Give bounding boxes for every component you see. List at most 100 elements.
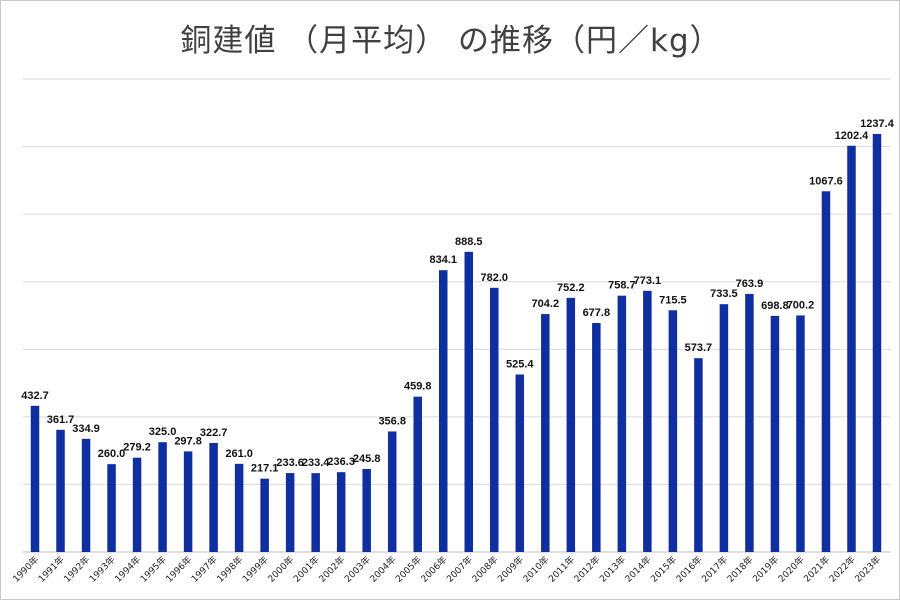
- x-tick-label: 2005年: [393, 554, 424, 585]
- x-tick-label: 2006年: [418, 554, 449, 585]
- data-label: 1202.4: [835, 130, 870, 142]
- data-label: 1237.4: [860, 118, 895, 130]
- x-tick-label: 2011年: [546, 554, 577, 585]
- data-label: 677.8: [583, 307, 611, 319]
- bar: [362, 468, 371, 552]
- data-label: 704.2: [532, 298, 560, 310]
- x-tick-label: 2013年: [597, 554, 628, 585]
- chart-title: 銅建値 （月平均） の推移（円／kg）: [180, 23, 722, 59]
- data-label: 752.2: [557, 282, 585, 294]
- bar: [260, 478, 269, 552]
- x-tick-label: 2022年: [827, 554, 858, 585]
- x-tick-label: 2003年: [342, 554, 373, 585]
- x-tick-label: 1993年: [87, 554, 118, 585]
- data-label: 279.2: [123, 442, 151, 454]
- data-label: 356.8: [378, 415, 406, 427]
- x-tick-label: 2004年: [367, 554, 398, 585]
- x-tick-label: 2018年: [724, 554, 755, 585]
- x-tick-label: 2023年: [852, 554, 883, 585]
- data-label: 758.7: [608, 280, 636, 292]
- x-tick-label: 1992年: [61, 554, 92, 585]
- data-label: 773.1: [634, 275, 662, 287]
- x-tick-label: 2010年: [520, 554, 551, 585]
- bar: [413, 396, 422, 552]
- data-label: 217.1: [251, 463, 279, 475]
- bar: [617, 295, 627, 552]
- x-tick-label: 2012年: [571, 554, 602, 585]
- bar: [387, 431, 397, 552]
- bar: [770, 315, 780, 552]
- data-label: 834.1: [429, 254, 457, 266]
- bar: [234, 463, 244, 552]
- bar: [694, 358, 703, 552]
- bar: [515, 374, 525, 552]
- x-tick-label: 1994年: [112, 554, 143, 585]
- bar: [132, 457, 142, 552]
- bar: [107, 464, 116, 552]
- x-tick-label: 2016年: [673, 554, 704, 585]
- data-label: 261.0: [225, 448, 253, 460]
- data-label: 700.2: [787, 299, 815, 311]
- x-tick-label: 1996年: [163, 554, 194, 585]
- bar: [158, 442, 167, 552]
- x-tick-label: 2020年: [776, 554, 807, 585]
- data-label: 733.5: [710, 288, 738, 300]
- data-label: 233.4: [302, 457, 330, 469]
- x-tick-label: 1999年: [240, 554, 271, 585]
- data-label: 763.9: [736, 278, 764, 290]
- bar: [668, 310, 678, 552]
- x-tick-label: 2008年: [469, 554, 500, 585]
- x-tick-label: 1995年: [138, 554, 169, 585]
- bar: [438, 270, 448, 552]
- data-label: 432.7: [21, 390, 49, 402]
- data-label: 322.7: [200, 427, 228, 439]
- bar: [847, 145, 856, 553]
- bar: [464, 251, 474, 552]
- data-label: 525.4: [506, 358, 534, 370]
- x-tick-label: 2015年: [648, 554, 679, 585]
- x-tick-label: 2000年: [265, 554, 296, 585]
- bar: [566, 297, 576, 552]
- x-tick-label: 1998年: [214, 554, 245, 585]
- x-tick-label: 1990年: [10, 554, 41, 585]
- data-label: 459.8: [404, 381, 432, 393]
- bar: [30, 405, 40, 552]
- x-tick-label: 2007年: [444, 554, 475, 585]
- x-tick-label: 2009年: [495, 554, 526, 585]
- bar: [183, 451, 193, 552]
- bar: [490, 287, 499, 552]
- data-label: 236.3: [327, 456, 355, 468]
- bar: [796, 315, 805, 552]
- x-tick-label: 2001年: [291, 554, 322, 585]
- x-tick-label: 2014年: [622, 554, 653, 585]
- bar: [285, 473, 295, 552]
- data-label: 334.9: [72, 423, 100, 435]
- x-tick-label: 1991年: [36, 554, 67, 585]
- x-tick-label: 2002年: [316, 554, 347, 585]
- data-label: 325.0: [149, 426, 177, 438]
- data-label: 361.7: [47, 414, 75, 426]
- bar: [719, 304, 729, 552]
- bar: [311, 473, 320, 552]
- data-label: 715.5: [659, 294, 687, 306]
- x-tick-label: 2021年: [801, 554, 832, 585]
- bar: [643, 290, 652, 552]
- data-label: 573.7: [685, 342, 713, 354]
- bar: [821, 191, 831, 552]
- data-label: 888.5: [455, 236, 483, 248]
- data-label: 245.8: [353, 453, 381, 465]
- x-tick-label: 2019年: [750, 554, 781, 585]
- x-tick-label: 1997年: [189, 554, 220, 585]
- bar: [209, 442, 218, 552]
- data-label: 260.0: [98, 448, 126, 460]
- data-label: 698.8: [761, 300, 789, 312]
- bar: [745, 293, 754, 552]
- bar: [541, 314, 550, 552]
- data-label: 782.0: [481, 272, 509, 284]
- data-label: 233.6: [276, 457, 304, 469]
- data-label: 1067.6: [809, 175, 843, 187]
- data-label: 297.8: [174, 435, 202, 447]
- x-tick-label: 2017年: [699, 554, 730, 585]
- bar: [81, 438, 91, 552]
